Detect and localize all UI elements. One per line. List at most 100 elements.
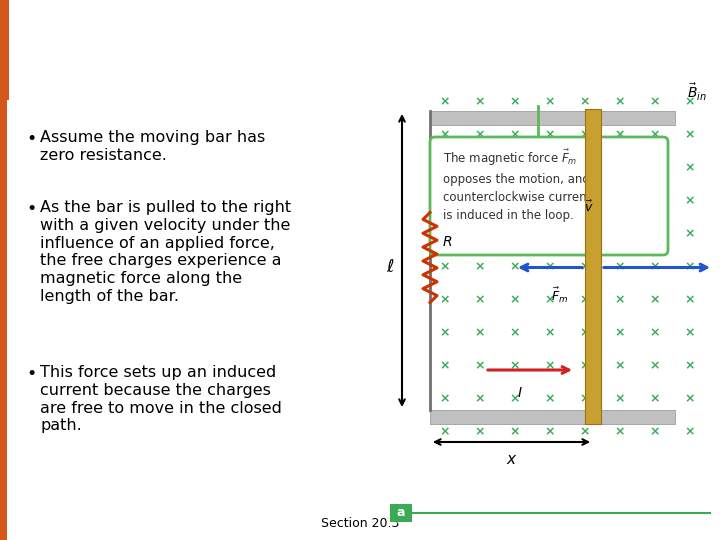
Text: ×: × — [615, 227, 625, 240]
Text: ×: × — [649, 327, 660, 340]
Text: ×: × — [545, 129, 555, 141]
Text: ×: × — [685, 294, 696, 307]
FancyBboxPatch shape — [430, 137, 668, 255]
Text: ×: × — [685, 327, 696, 340]
Text: $I$: $I$ — [517, 386, 523, 400]
Text: ×: × — [545, 260, 555, 273]
Text: ×: × — [440, 194, 450, 207]
Bar — [430, 111, 675, 125]
Text: ×: × — [440, 360, 450, 373]
Text: ×: × — [580, 294, 590, 307]
Text: ×: × — [474, 393, 485, 406]
Text: ×: × — [649, 360, 660, 373]
Text: ×: × — [510, 260, 521, 273]
Bar — [430, 410, 675, 424]
Text: a: a — [397, 507, 405, 519]
Text: ×: × — [649, 129, 660, 141]
Text: ×: × — [580, 426, 590, 438]
Text: ×: × — [440, 161, 450, 174]
Text: zero resistance.: zero resistance. — [40, 148, 167, 163]
Text: ×: × — [615, 393, 625, 406]
Text: ×: × — [580, 227, 590, 240]
Text: with a given velocity under the: with a given velocity under the — [40, 218, 290, 233]
Text: ×: × — [474, 260, 485, 273]
Text: ×: × — [440, 260, 450, 273]
Text: $R$: $R$ — [442, 235, 452, 249]
Text: $\vec{F}_m$: $\vec{F}_m$ — [552, 286, 569, 305]
Text: ×: × — [474, 360, 485, 373]
Text: ×: × — [615, 161, 625, 174]
Text: current because the charges: current because the charges — [40, 383, 271, 398]
Text: ×: × — [649, 161, 660, 174]
Text: ×: × — [510, 161, 521, 174]
Text: ×: × — [615, 96, 625, 109]
Text: ×: × — [685, 393, 696, 406]
Text: ×: × — [510, 294, 521, 307]
Text: ×: × — [474, 227, 485, 240]
Text: •: • — [26, 365, 36, 383]
Text: ×: × — [685, 129, 696, 141]
Text: ×: × — [580, 96, 590, 109]
Text: Assume the moving bar has: Assume the moving bar has — [40, 130, 265, 145]
Text: ×: × — [685, 360, 696, 373]
Text: ×: × — [510, 426, 521, 438]
Text: are free to move in the closed: are free to move in the closed — [40, 401, 282, 416]
Text: ×: × — [649, 194, 660, 207]
Text: ×: × — [545, 426, 555, 438]
Text: ×: × — [545, 294, 555, 307]
Text: This force sets up an induced: This force sets up an induced — [40, 365, 276, 380]
Text: ×: × — [474, 294, 485, 307]
Text: ×: × — [510, 327, 521, 340]
Text: ×: × — [545, 227, 555, 240]
Text: ×: × — [474, 327, 485, 340]
Text: ×: × — [580, 129, 590, 141]
Text: ×: × — [440, 96, 450, 109]
Text: magnetic force along the: magnetic force along the — [40, 271, 242, 286]
Text: ×: × — [545, 161, 555, 174]
Text: As the bar is pulled to the right: As the bar is pulled to the right — [40, 200, 291, 215]
Text: ×: × — [545, 393, 555, 406]
Text: ×: × — [615, 294, 625, 307]
Text: $x$: $x$ — [505, 452, 517, 467]
Text: ×: × — [649, 426, 660, 438]
Text: ×: × — [580, 194, 590, 207]
Text: ×: × — [474, 129, 485, 141]
Text: path.: path. — [40, 418, 82, 434]
Text: the free charges experience a: the free charges experience a — [40, 253, 282, 268]
Text: ×: × — [440, 227, 450, 240]
Text: length of the bar.: length of the bar. — [40, 289, 179, 304]
Text: ×: × — [545, 96, 555, 109]
Text: ×: × — [474, 426, 485, 438]
Text: ×: × — [580, 327, 590, 340]
Text: ×: × — [510, 227, 521, 240]
Text: ×: × — [685, 227, 696, 240]
Text: ×: × — [510, 129, 521, 141]
Text: ×: × — [615, 194, 625, 207]
Text: ×: × — [649, 294, 660, 307]
Bar — [430, 125, 675, 410]
Bar — [585, 109, 601, 424]
Text: ×: × — [545, 360, 555, 373]
Text: ×: × — [649, 393, 660, 406]
Text: ×: × — [474, 161, 485, 174]
Text: ×: × — [615, 426, 625, 438]
Text: ×: × — [649, 260, 660, 273]
Text: ×: × — [440, 327, 450, 340]
Text: ×: × — [510, 360, 521, 373]
Text: •: • — [26, 130, 36, 148]
Bar — [0, 100, 7, 540]
Text: ×: × — [649, 227, 660, 240]
Text: ×: × — [580, 360, 590, 373]
Text: ×: × — [649, 96, 660, 109]
Text: ×: × — [545, 194, 555, 207]
Text: ×: × — [580, 260, 590, 273]
Text: ×: × — [474, 96, 485, 109]
Text: ×: × — [440, 129, 450, 141]
Text: $\ell$: $\ell$ — [386, 259, 395, 276]
Text: ×: × — [440, 393, 450, 406]
Text: $\vec{v}$: $\vec{v}$ — [584, 200, 594, 215]
Text: ×: × — [615, 260, 625, 273]
Text: Motional emf in a Circuit: Motional emf in a Circuit — [122, 36, 598, 74]
Bar — [0, 0, 9, 100]
Text: The magnetic force $\vec{F}_m$
opposes the motion, and a
counterclockwise curren: The magnetic force $\vec{F}_m$ opposes t… — [443, 148, 601, 222]
